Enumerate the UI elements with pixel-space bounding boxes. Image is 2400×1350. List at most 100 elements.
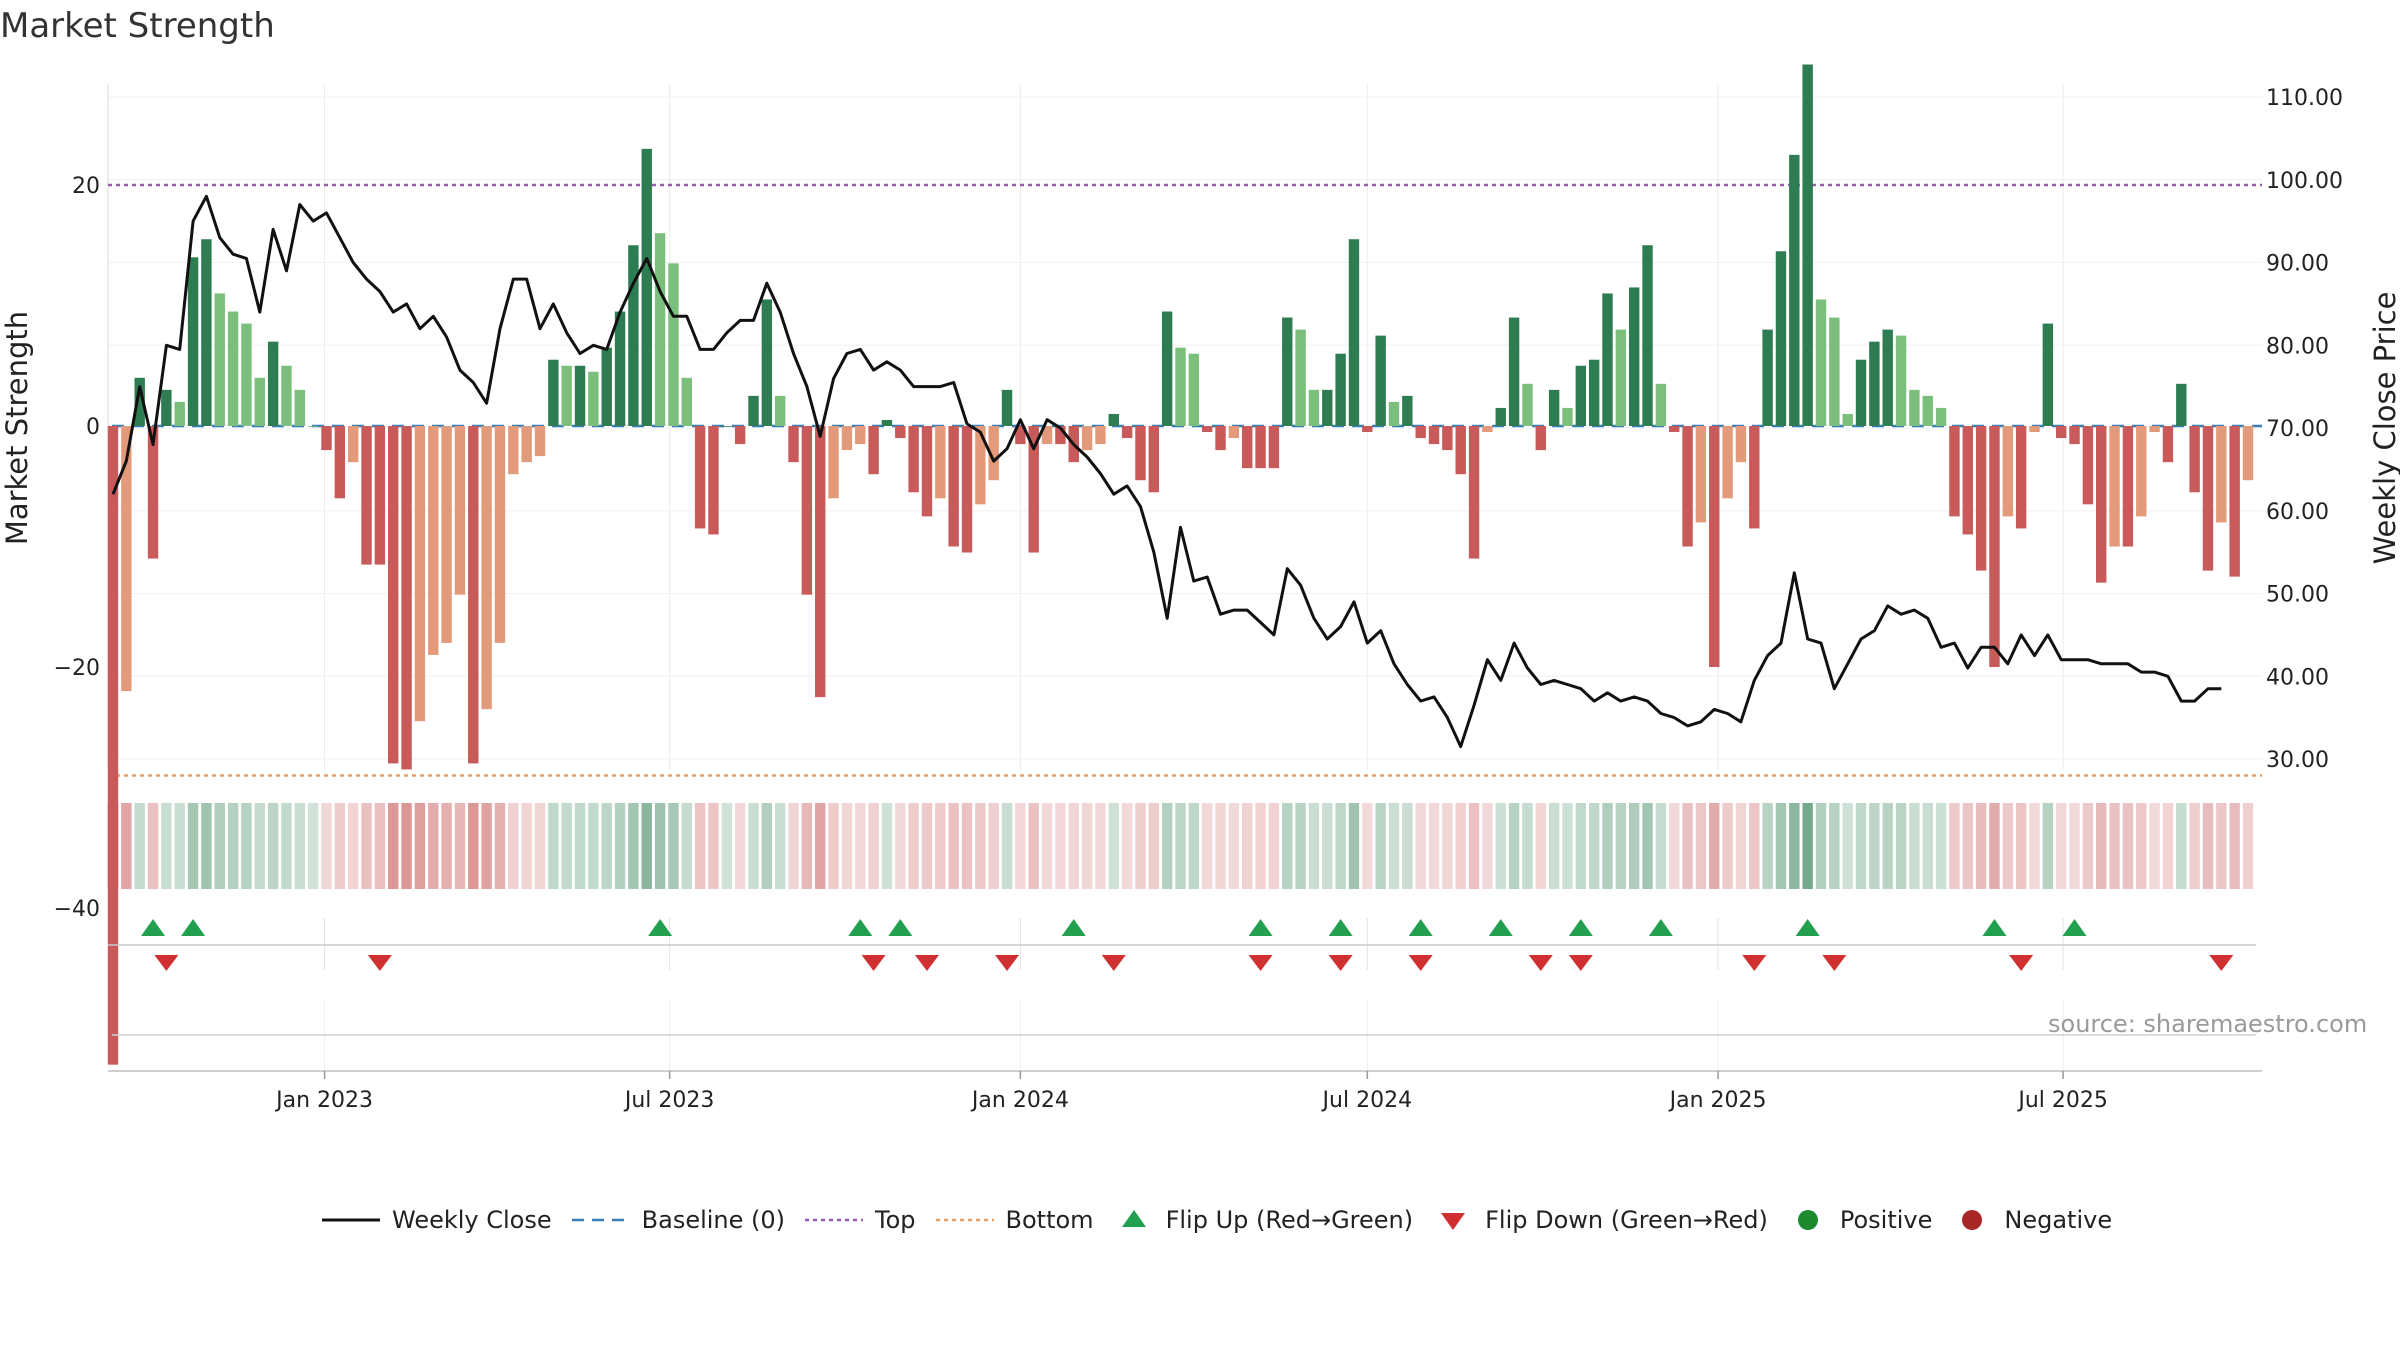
y2-tick-label: 110.00 [2266,86,2343,111]
strength-bar [334,426,346,499]
strength-bar [1562,407,1573,426]
strength-bar [2002,426,2014,517]
y2-tick-label: 90.00 [2266,252,2329,277]
strength-bar [1148,426,1160,493]
heat-cell [1161,803,1173,889]
heat-cell [1749,803,1760,889]
strength-bar [815,426,826,698]
heat-cell [1121,803,1133,889]
heat-cell [2015,803,2027,889]
strength-bar [961,426,973,553]
strength-bar [2189,426,2200,493]
flip-up-marker [141,919,166,936]
strength-bar [1695,426,1707,523]
legend-item-positive: Positive [1788,1205,1933,1235]
legend-item-baseline: Baseline (0) [571,1205,785,1235]
y-tick-label: 0 [86,415,100,440]
strength-bar [307,426,319,427]
heat-cell [374,803,386,889]
legend-label: Positive [1839,1206,1933,1234]
legend-symbol-positive [1797,1210,1818,1230]
strength-bar [601,347,612,426]
strength-bar [1121,426,1133,439]
strength-bar [1869,341,1880,426]
strength-bar [868,426,879,475]
x-axis: Jan 2023 Jul 2023 Jan 2024 Jul 2024 Jan 2025… [108,1034,2262,1113]
strength-bar [121,426,132,692]
heat-cell [2136,803,2147,889]
strength-bar [147,426,159,559]
strength-bar [1442,426,1453,451]
strength-bar [1268,426,1280,469]
strength-bar [2082,426,2094,505]
legend-symbol-flip_down [1441,1213,1466,1230]
strength-bar [548,359,559,426]
strength-bar [708,426,719,535]
y-axis-label: Market Strength [0,311,34,545]
strength-bar [628,245,639,426]
heat-cell [935,803,946,889]
flip-markers [108,919,2256,971]
strength-bar [1935,407,1947,426]
strength-bar [2242,426,2254,481]
heat-cell [1348,803,1360,889]
strength-bar [1722,426,1733,499]
heat-cell [294,803,306,889]
flip-down-marker [861,955,886,971]
heat-cell [1722,803,1733,889]
heat-cell [1228,803,1240,889]
heat-cell [681,803,692,889]
strength-bar [414,426,426,722]
strength-bar [1322,389,1333,426]
source-note: source: sharemaestro.com [2048,1010,2368,1038]
strength-bar [1615,329,1627,426]
heat-cell [468,803,479,889]
strength-bar [921,426,933,517]
heat-cell [361,803,372,889]
heat-cell [1442,803,1453,889]
flip-up-marker [888,919,913,936]
heat-cell [761,803,773,889]
strength-bar [1975,426,1987,571]
strength-bar [1922,395,1933,426]
heat-cell [1842,803,1853,889]
legend-item-flip_up: Flip Up (Red→Green) [1114,1205,1414,1235]
heat-cell [1335,803,1346,889]
heat-cell [1495,803,1506,889]
heat-cell [2082,803,2094,889]
strength-bar [881,419,893,426]
heat-cell [347,803,359,889]
heat-cell [1041,803,1053,889]
strength-bar [855,426,866,445]
strength-bar [1575,365,1587,426]
strength-bar [1962,426,1973,535]
strength-bar [241,323,252,426]
strength-bar [161,389,172,426]
strength-bar [1201,426,1213,433]
heat-cell [1562,803,1573,889]
heat-cell [1909,803,1920,889]
legend-dot [1962,1210,1983,1230]
flip-down-marker [1248,955,1273,971]
x-tick-label: Jan 2024 [970,1088,1069,1113]
strength-bar [561,365,572,426]
strength-bar [1535,426,1546,451]
strength-bar [1215,426,1226,451]
heat-cell [1775,803,1787,889]
flip-up-marker [1982,919,2007,936]
heat-cell [1855,803,1867,889]
heat-cell [1428,803,1440,889]
heat-cell [748,803,759,889]
heat-cell [2242,803,2254,889]
heat-cell [774,803,786,889]
strength-bar [1762,329,1773,426]
heat-cell [1415,803,1426,889]
strength-bar [2055,426,2067,439]
legend-label: Flip Up (Red→Green) [1165,1206,1414,1234]
heat-cell [2069,803,2080,889]
strength-bar [1428,426,1440,445]
strength-bar [1348,239,1360,426]
strength-bar [481,426,492,710]
strength-bar [468,426,479,764]
heat-cell [441,803,452,889]
